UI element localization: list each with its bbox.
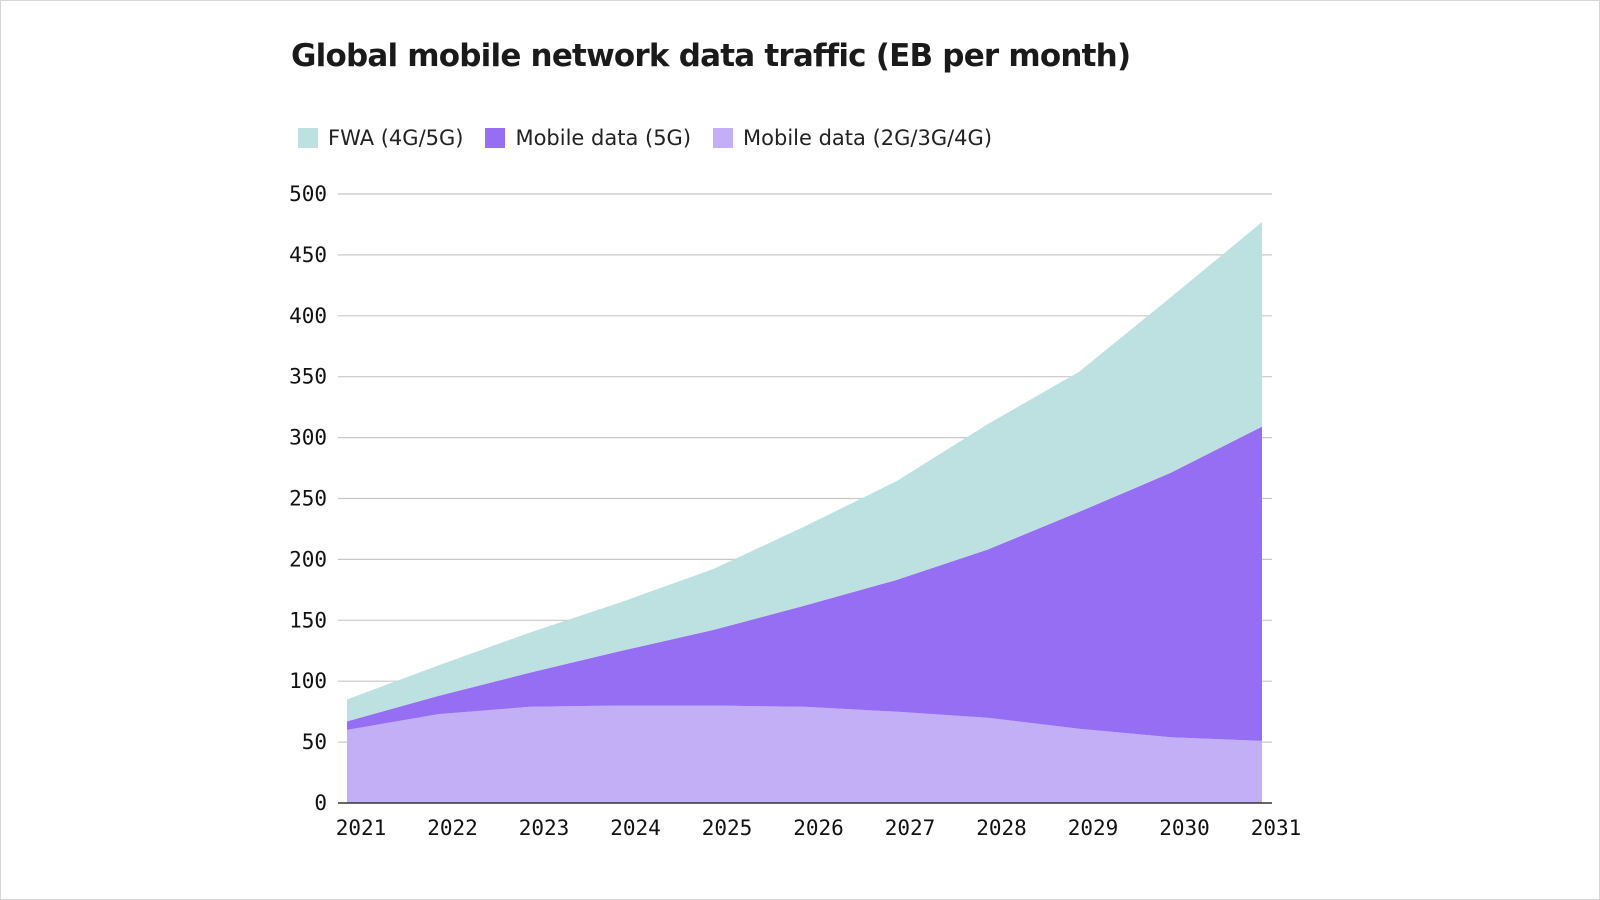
- chart-title: Global mobile network data traffic (EB p…: [291, 38, 1131, 74]
- y-tick-label: 400: [289, 304, 327, 328]
- x-tick-label: 2025: [702, 816, 753, 840]
- y-tick-label: 500: [289, 182, 327, 206]
- y-tick-label: 350: [289, 365, 327, 389]
- legend-item: FWA (4G/5G): [298, 126, 463, 150]
- legend-label: Mobile data (2G/3G/4G): [743, 126, 993, 150]
- y-tick-label: 450: [289, 243, 327, 267]
- legend-item: Mobile data (2G/3G/4G): [713, 126, 992, 150]
- area-series-1: [347, 705, 1262, 803]
- area-series-3: [347, 222, 1262, 722]
- y-tick-label: 150: [289, 608, 327, 632]
- y-tick-label: 0: [314, 791, 327, 815]
- y-tick-label: 300: [289, 426, 327, 450]
- legend-swatch: [298, 128, 318, 148]
- x-tick-label: 2021: [336, 816, 387, 840]
- x-tick-label: 2024: [610, 816, 661, 840]
- legend: FWA (4G/5G) Mobile data (5G) Mobile data (…: [298, 126, 992, 150]
- x-tick-label: 2029: [1068, 816, 1119, 840]
- x-tick-label: 2030: [1159, 816, 1210, 840]
- legend-swatch: [485, 128, 506, 148]
- y-tick-label: 50: [302, 730, 327, 754]
- x-tick-label: 2022: [427, 816, 478, 840]
- x-tick-label: 2027: [885, 816, 936, 840]
- y-tick-label: 250: [289, 487, 327, 511]
- x-tick-label: 2023: [519, 816, 570, 840]
- x-tick-label: 2031: [1251, 816, 1302, 840]
- legend-label: FWA (4G/5G): [328, 126, 464, 150]
- x-tick-label: 2028: [976, 816, 1027, 840]
- legend-label: Mobile data (5G): [515, 126, 692, 150]
- area-series-2: [347, 426, 1262, 741]
- y-tick-label: 200: [289, 547, 327, 571]
- x-tick-label: 2026: [793, 816, 844, 840]
- legend-swatch: [713, 128, 734, 148]
- y-tick-label: 100: [289, 669, 327, 693]
- legend-item: Mobile data (5G): [485, 126, 691, 150]
